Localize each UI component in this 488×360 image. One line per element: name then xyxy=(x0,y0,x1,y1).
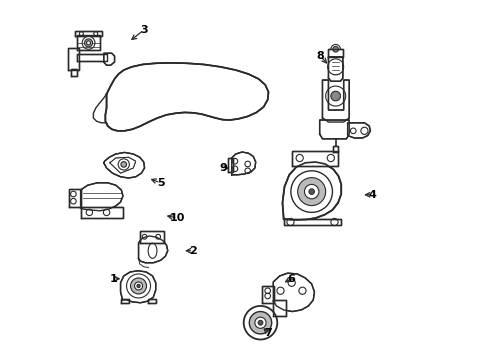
Polygon shape xyxy=(121,299,129,303)
Circle shape xyxy=(308,189,314,194)
Polygon shape xyxy=(322,80,348,122)
Polygon shape xyxy=(328,49,342,57)
Polygon shape xyxy=(319,120,348,139)
Circle shape xyxy=(118,159,129,170)
Text: 6: 6 xyxy=(286,274,294,284)
Polygon shape xyxy=(283,219,341,225)
Polygon shape xyxy=(70,69,77,76)
Polygon shape xyxy=(231,152,255,175)
Polygon shape xyxy=(273,300,286,316)
Text: 4: 4 xyxy=(368,190,376,200)
Polygon shape xyxy=(103,53,114,65)
Polygon shape xyxy=(109,157,136,173)
Circle shape xyxy=(330,91,340,101)
Polygon shape xyxy=(81,183,122,211)
Circle shape xyxy=(243,306,277,339)
Polygon shape xyxy=(273,273,314,311)
Text: 9: 9 xyxy=(219,163,227,173)
Polygon shape xyxy=(81,207,122,218)
Polygon shape xyxy=(77,54,106,61)
Polygon shape xyxy=(68,48,79,70)
Circle shape xyxy=(249,311,271,334)
Polygon shape xyxy=(68,189,81,207)
Circle shape xyxy=(304,184,318,199)
Circle shape xyxy=(86,41,90,45)
Text: 8: 8 xyxy=(316,51,324,61)
Polygon shape xyxy=(291,151,338,166)
Circle shape xyxy=(121,162,126,167)
Polygon shape xyxy=(121,271,155,303)
Text: 3: 3 xyxy=(140,25,147,35)
Polygon shape xyxy=(75,31,102,36)
Polygon shape xyxy=(138,236,167,263)
Text: 1: 1 xyxy=(109,274,117,284)
Circle shape xyxy=(254,317,265,328)
Polygon shape xyxy=(333,146,337,152)
Circle shape xyxy=(130,278,146,294)
Polygon shape xyxy=(147,299,155,303)
Polygon shape xyxy=(347,123,370,138)
Circle shape xyxy=(134,282,142,290)
Circle shape xyxy=(137,284,140,288)
Circle shape xyxy=(258,320,263,325)
Text: 2: 2 xyxy=(189,246,197,256)
Circle shape xyxy=(82,36,95,49)
Polygon shape xyxy=(227,158,232,172)
Text: 5: 5 xyxy=(157,178,164,188)
Polygon shape xyxy=(282,162,341,220)
Circle shape xyxy=(84,39,92,47)
Text: 10: 10 xyxy=(169,213,184,223)
Circle shape xyxy=(332,46,338,52)
Circle shape xyxy=(290,171,332,212)
Circle shape xyxy=(297,177,325,206)
Polygon shape xyxy=(328,57,342,81)
Polygon shape xyxy=(140,231,163,243)
Circle shape xyxy=(330,45,340,54)
Polygon shape xyxy=(103,152,144,178)
Circle shape xyxy=(126,274,150,298)
Polygon shape xyxy=(262,286,274,303)
Polygon shape xyxy=(77,35,100,50)
Text: 7: 7 xyxy=(264,328,272,338)
Polygon shape xyxy=(105,63,268,131)
